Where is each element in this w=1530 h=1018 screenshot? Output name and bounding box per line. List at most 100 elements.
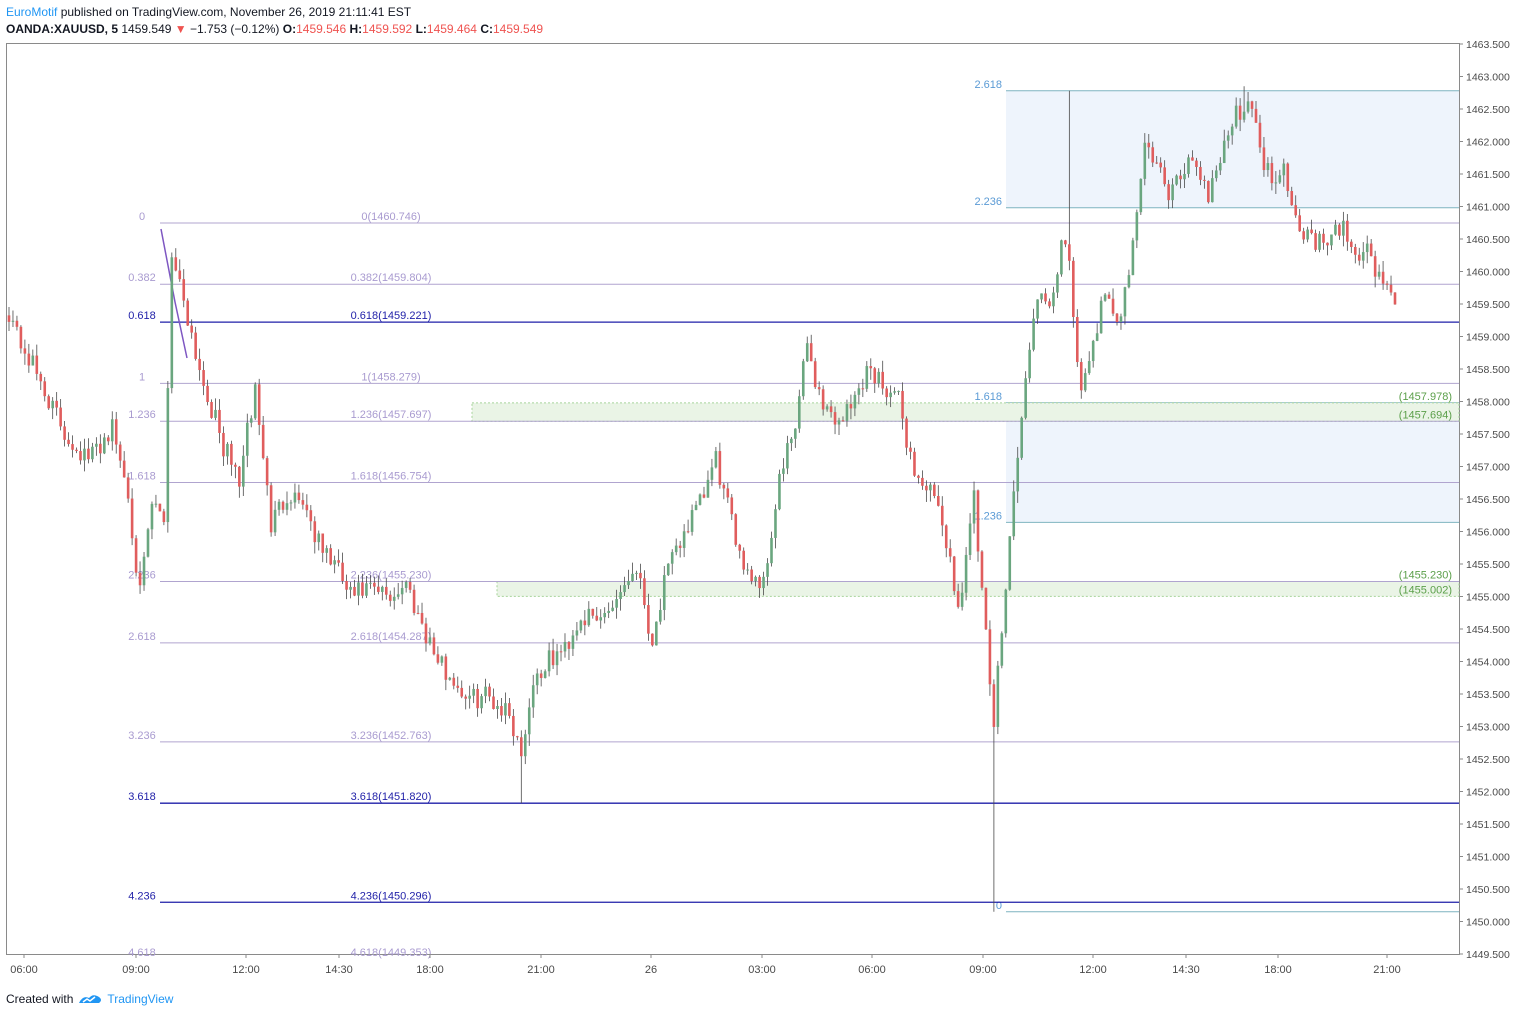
- candle-body: [571, 635, 575, 649]
- candle-body: [1111, 298, 1115, 314]
- candle-body: [1369, 243, 1373, 257]
- candle-body: [790, 438, 793, 444]
- candle-body: [1238, 105, 1242, 120]
- candle-body: [1357, 254, 1361, 261]
- candle-body: [893, 391, 896, 393]
- candle-body: [821, 389, 825, 410]
- price-tick-label: 1452.500: [1466, 754, 1510, 766]
- price-axis[interactable]: 1449.500 1450.000 1450.500 1451.000 1451.500…: [1459, 39, 1510, 961]
- candle-body: [881, 371, 884, 389]
- candle-body: [742, 550, 745, 570]
- candle-body: [1175, 175, 1178, 185]
- candle-body: [253, 384, 257, 419]
- candle-body: [1350, 241, 1353, 248]
- fib-level-label: 2.236: [128, 570, 156, 582]
- candle-body: [1377, 271, 1381, 277]
- candle-body: [293, 492, 297, 503]
- candle-body: [607, 610, 610, 613]
- candle-body: [388, 594, 392, 601]
- price-tick-label: 1458.500: [1466, 364, 1510, 376]
- candle-body: [718, 451, 722, 485]
- candle-body: [595, 615, 599, 621]
- candle-body: [555, 651, 559, 666]
- price-tick-label: 1453.000: [1466, 722, 1510, 734]
- candle-body: [412, 589, 416, 613]
- candle-body: [1334, 224, 1337, 235]
- candle-body: [269, 485, 273, 533]
- candle-body: [714, 451, 718, 468]
- candle-body: [1139, 178, 1143, 213]
- candle-body: [909, 447, 912, 452]
- candle-body: [901, 390, 904, 419]
- candle-body: [1226, 135, 1230, 141]
- candle-body: [635, 572, 638, 574]
- candle-body: [1365, 243, 1369, 253]
- candle-body: [508, 703, 511, 716]
- candle-body: [313, 521, 317, 543]
- candle-body: [91, 446, 94, 460]
- candle-body: [369, 582, 372, 584]
- candle-body: [770, 537, 773, 564]
- candle-body: [27, 353, 31, 366]
- candle-body: [15, 320, 19, 327]
- candle-body: [952, 556, 956, 592]
- candle-body: [166, 388, 170, 523]
- candle-body: [1028, 349, 1031, 379]
- candle-body: [591, 608, 595, 616]
- candle-body: [1151, 147, 1155, 163]
- candle-body: [309, 510, 313, 522]
- candle-body: [1040, 293, 1043, 300]
- candle-body: [39, 373, 43, 382]
- candle-body: [794, 428, 797, 439]
- tradingview-link[interactable]: TradingView: [107, 992, 174, 1006]
- candle-body: [690, 510, 694, 532]
- candle-body: [230, 443, 233, 465]
- time-tick-label: 18:00: [1264, 964, 1292, 976]
- candle-body: [404, 581, 408, 588]
- candle-body: [778, 473, 781, 510]
- fib-price-label: 0.618(1459.221): [351, 310, 432, 322]
- candle-body: [678, 545, 682, 548]
- candle-body: [1107, 294, 1111, 299]
- candle-body: [222, 432, 225, 457]
- published-text: published on TradingView.com, November 2…: [57, 5, 412, 19]
- candle-body: [1036, 299, 1039, 319]
- time-tick-label: 12:00: [232, 964, 260, 976]
- candle-body: [817, 387, 821, 390]
- price-tick-label: 1458.000: [1466, 397, 1510, 409]
- candle-body: [361, 582, 364, 596]
- author-link[interactable]: EuroMotif: [6, 5, 58, 19]
- candle-body: [968, 523, 972, 555]
- candle-body: [754, 576, 757, 582]
- candle-body: [1155, 162, 1159, 164]
- candle-body: [484, 686, 487, 697]
- candle-body: [202, 370, 205, 386]
- candle-body: [1087, 361, 1091, 374]
- footer: Created with TradingView: [6, 992, 173, 1006]
- candle-body: [575, 630, 579, 636]
- fib-level-label: 0.382: [128, 272, 156, 284]
- candle-body: [603, 612, 607, 618]
- time-tick-label: 12:00: [1079, 964, 1107, 976]
- candle-body: [480, 696, 483, 709]
- candle-body: [226, 443, 229, 457]
- candle-body: [408, 581, 412, 590]
- candle-body: [1250, 101, 1254, 109]
- candle-body: [929, 484, 932, 491]
- candle-body: [444, 656, 448, 680]
- candle-body: [766, 563, 769, 577]
- time-axis[interactable]: 06:00 09:00 12:00 14:30 18:00 21:00 26 03:00 06:…: [10, 954, 1401, 976]
- candle-body: [1199, 166, 1202, 180]
- fib-price-label: 2.236(1455.230): [351, 570, 432, 582]
- candle-body: [666, 563, 670, 576]
- down-arrow-icon: ▼: [174, 22, 187, 36]
- fib-price-label: 2.618(1454.287): [351, 631, 432, 643]
- candle-body: [853, 394, 857, 409]
- publish-header: EuroMotif published on TradingView.com, …: [6, 5, 411, 19]
- candle-body: [1286, 163, 1290, 192]
- candle-body: [1242, 111, 1246, 120]
- extension-zone-lower: [1006, 402, 1459, 523]
- candle-body: [702, 494, 706, 498]
- candle-body: [321, 533, 325, 553]
